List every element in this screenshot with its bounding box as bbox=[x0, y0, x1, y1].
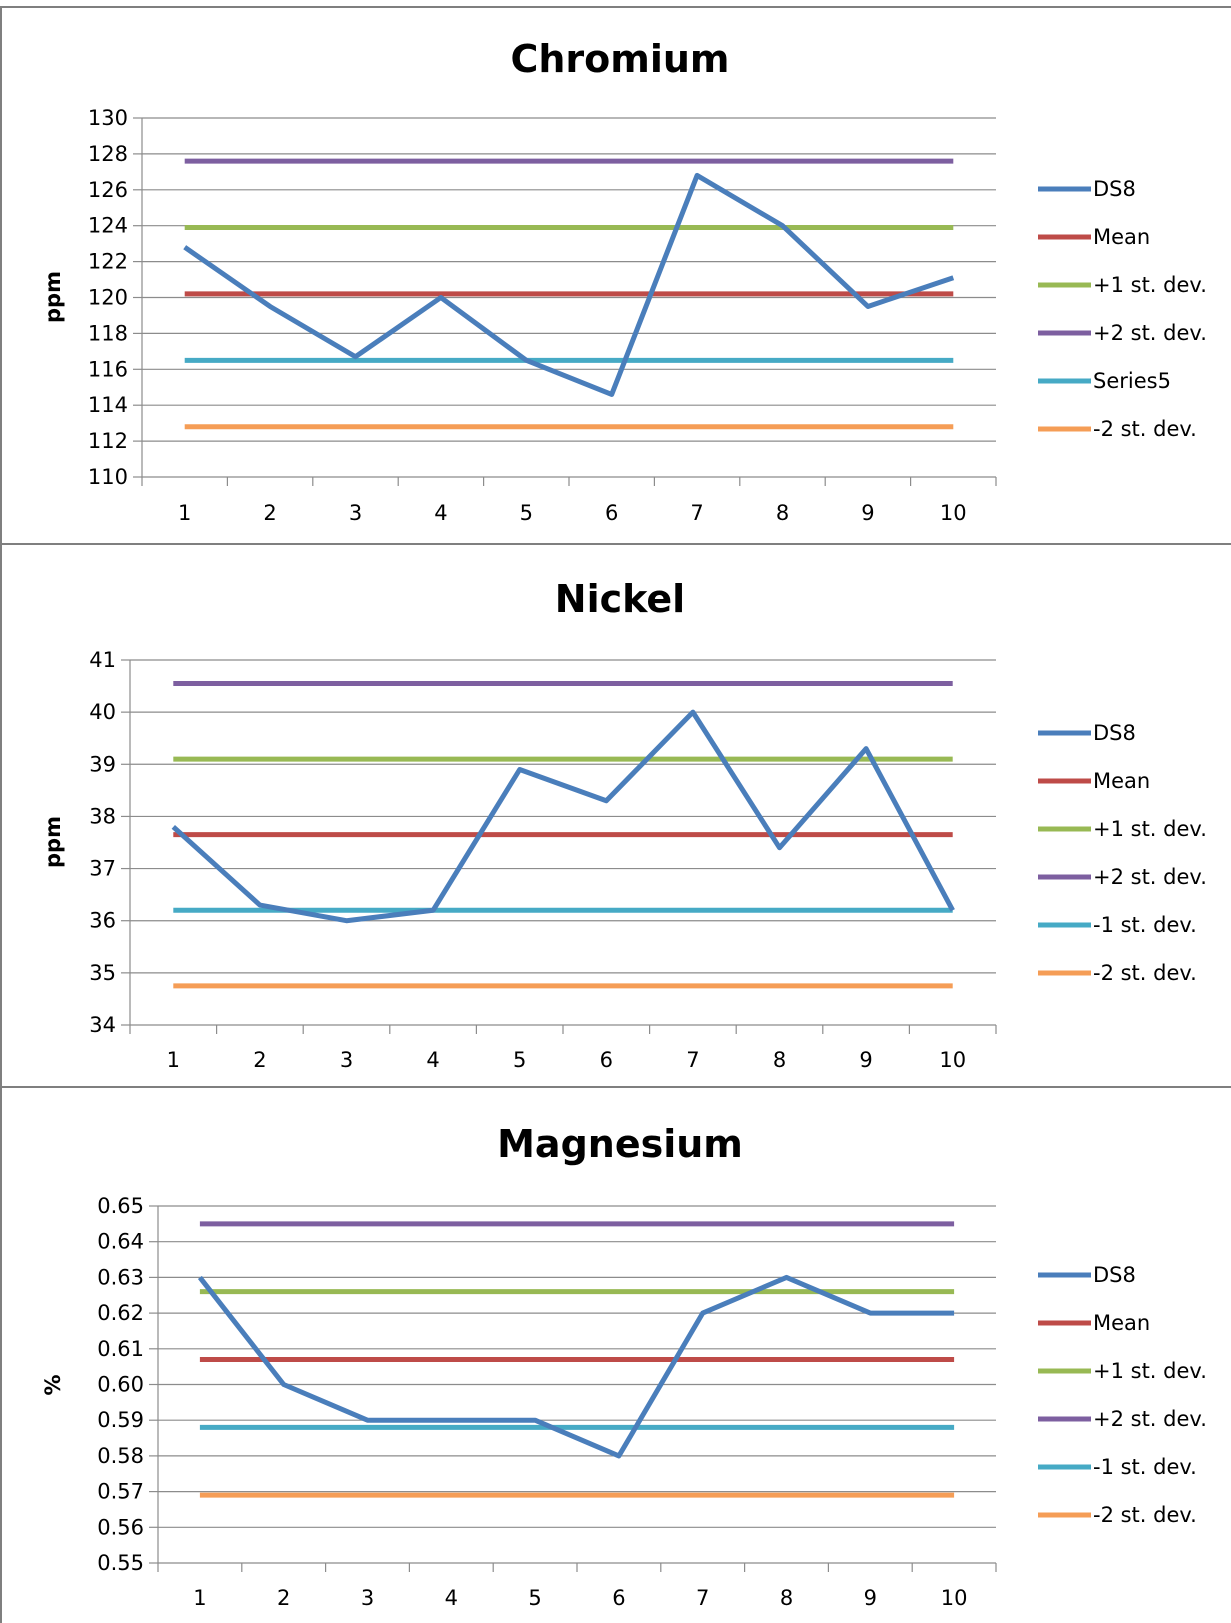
nickel-legend-label-ds8: DS8 bbox=[1093, 721, 1136, 745]
chromium-legend-label-series5: Series5 bbox=[1093, 369, 1171, 393]
chromium-y-tick-label: 114 bbox=[88, 393, 128, 417]
magnesium-y-tick-label: 0.56 bbox=[97, 1515, 144, 1539]
nickel-legend-label-2-st-dev: +2 st. dev. bbox=[1093, 865, 1207, 889]
chromium-x-tick-label: 1 bbox=[178, 501, 191, 525]
chromium-y-tick-label: 112 bbox=[88, 429, 128, 453]
magnesium-y-tick-label: 0.61 bbox=[97, 1337, 144, 1361]
chromium-x-tick-label: 8 bbox=[776, 501, 789, 525]
chart-panel-nickel bbox=[0, 543, 1231, 1086]
chromium-y-tick-label: 118 bbox=[88, 321, 128, 345]
nickel-y-tick-label: 38 bbox=[89, 804, 116, 828]
nickel-x-tick-label: 9 bbox=[859, 1048, 872, 1072]
magnesium-y-tick-label: 0.58 bbox=[97, 1444, 144, 1468]
nickel-x-tick-label: 5 bbox=[513, 1048, 526, 1072]
nickel-chart-title: Nickel bbox=[555, 577, 685, 621]
magnesium-x-tick-label: 9 bbox=[864, 1586, 877, 1610]
chromium-y-tick-label: 116 bbox=[88, 357, 128, 381]
chromium-y-tick-label: 128 bbox=[88, 142, 128, 166]
chromium-x-tick-label: 5 bbox=[520, 501, 533, 525]
nickel-x-tick-label: 7 bbox=[686, 1048, 699, 1072]
chromium-chart-title: Chromium bbox=[510, 37, 729, 81]
nickel-y-tick-label: 41 bbox=[89, 648, 116, 672]
chromium-y-tick-label: 126 bbox=[88, 178, 128, 202]
nickel-x-tick-label: 1 bbox=[167, 1048, 180, 1072]
magnesium-legend-label-2-st-dev: +2 st. dev. bbox=[1093, 1407, 1207, 1431]
chart-panel-magnesium bbox=[0, 1086, 1231, 1623]
nickel-x-tick-label: 10 bbox=[939, 1048, 966, 1072]
chromium-x-tick-label: 6 bbox=[605, 501, 618, 525]
nickel-y-tick-label: 36 bbox=[89, 909, 116, 933]
chromium-x-tick-label: 7 bbox=[690, 501, 703, 525]
nickel-x-tick-label: 4 bbox=[426, 1048, 439, 1072]
magnesium-y-tick-label: 0.57 bbox=[97, 1480, 144, 1504]
nickel-x-tick-label: 8 bbox=[773, 1048, 786, 1072]
chromium-y-tick-label: 124 bbox=[88, 214, 128, 238]
nickel-y-tick-label: 40 bbox=[89, 700, 116, 724]
nickel-y-axis-label: ppm bbox=[41, 816, 65, 868]
nickel-x-tick-label: 3 bbox=[340, 1048, 353, 1072]
magnesium-legend-label-1-st-dev: +1 st. dev. bbox=[1093, 1359, 1207, 1383]
magnesium-y-tick-label: 0.62 bbox=[97, 1301, 144, 1325]
magnesium-y-axis-label: % bbox=[41, 1374, 65, 1395]
magnesium-x-tick-label: 6 bbox=[612, 1586, 625, 1610]
chromium-legend-label-2-st-dev: -2 st. dev. bbox=[1093, 417, 1197, 441]
nickel-y-tick-label: 34 bbox=[89, 1013, 116, 1037]
nickel-series-ds8-line bbox=[171, 709, 955, 924]
nickel-y-tick-label: 39 bbox=[89, 752, 116, 776]
magnesium-x-tick-label: 3 bbox=[361, 1586, 374, 1610]
chromium-x-tick-label: 10 bbox=[940, 501, 967, 525]
nickel-legend-label-2-st-dev: -2 st. dev. bbox=[1093, 961, 1197, 985]
nickel-legend-label-1-st-dev: +1 st. dev. bbox=[1093, 817, 1207, 841]
chromium-x-tick-label: 9 bbox=[861, 501, 874, 525]
chart-panel-chromium bbox=[0, 6, 1231, 543]
magnesium-chart-title: Magnesium bbox=[497, 1122, 743, 1166]
chromium-y-tick-label: 130 bbox=[88, 106, 128, 130]
chromium-y-tick-label: 110 bbox=[88, 465, 128, 489]
magnesium-x-tick-label: 5 bbox=[528, 1586, 541, 1610]
magnesium-x-tick-label: 4 bbox=[445, 1586, 458, 1610]
chromium-legend-label-2-st-dev: +2 st. dev. bbox=[1093, 321, 1207, 345]
nickel-x-tick-label: 6 bbox=[600, 1048, 613, 1072]
magnesium-x-tick-label: 10 bbox=[941, 1586, 968, 1610]
magnesium-x-tick-label: 1 bbox=[193, 1586, 206, 1610]
magnesium-y-tick-label: 0.55 bbox=[97, 1551, 144, 1575]
nickel-y-tick-label: 37 bbox=[89, 857, 116, 881]
nickel-x-tick-label: 2 bbox=[253, 1048, 266, 1072]
chromium-x-tick-label: 2 bbox=[263, 501, 276, 525]
magnesium-x-tick-label: 2 bbox=[277, 1586, 290, 1610]
magnesium-legend-label-1-st-dev: -1 st. dev. bbox=[1093, 1455, 1197, 1479]
magnesium-legend-label-2-st-dev: -2 st. dev. bbox=[1093, 1503, 1197, 1527]
magnesium-legend-label-mean: Mean bbox=[1093, 1311, 1150, 1335]
nickel-legend-label-mean: Mean bbox=[1093, 769, 1150, 793]
nickel-y-tick-label: 35 bbox=[89, 961, 116, 985]
chromium-legend-label-1-st-dev: +1 st. dev. bbox=[1093, 273, 1207, 297]
magnesium-x-tick-label: 7 bbox=[696, 1586, 709, 1610]
magnesium-legend-label-ds8: DS8 bbox=[1093, 1263, 1136, 1287]
chromium-x-tick-label: 3 bbox=[349, 501, 362, 525]
chromium-x-tick-label: 4 bbox=[434, 501, 447, 525]
chromium-y-axis-label: ppm bbox=[41, 271, 65, 323]
chromium-legend-label-ds8: DS8 bbox=[1093, 177, 1136, 201]
chromium-series-ds8-line bbox=[183, 172, 955, 397]
magnesium-y-tick-label: 0.63 bbox=[97, 1265, 144, 1289]
magnesium-x-tick-label: 8 bbox=[780, 1586, 793, 1610]
nickel-legend-label-1-st-dev: -1 st. dev. bbox=[1093, 913, 1197, 937]
magnesium-y-tick-label: 0.60 bbox=[97, 1373, 144, 1397]
magnesium-y-tick-label: 0.65 bbox=[97, 1194, 144, 1218]
magnesium-y-tick-label: 0.64 bbox=[97, 1230, 144, 1254]
magnesium-series-ds8-line bbox=[197, 1274, 955, 1459]
chromium-y-tick-label: 122 bbox=[88, 250, 128, 274]
chromium-legend-label-mean: Mean bbox=[1093, 225, 1150, 249]
magnesium-y-tick-label: 0.59 bbox=[97, 1408, 144, 1432]
chromium-y-tick-label: 120 bbox=[88, 286, 128, 310]
